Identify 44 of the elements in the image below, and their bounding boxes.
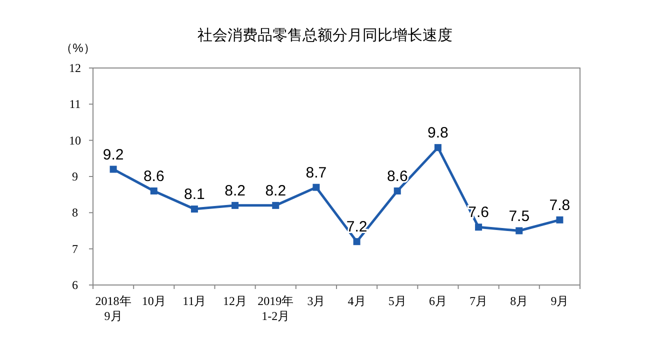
x-tick-label: 4月: [348, 294, 366, 308]
x-tick-label: 8月: [510, 294, 528, 308]
y-tick-label: 8: [72, 206, 78, 220]
x-tick-label: 9月: [550, 294, 569, 308]
point: [556, 216, 564, 224]
point: [190, 206, 198, 213]
data-label: 7.8: [549, 196, 570, 214]
data-label: 8.6: [386, 168, 408, 185]
point: [312, 184, 320, 191]
data-label: 7.2: [346, 218, 368, 236]
data-label: 8.1: [184, 186, 205, 204]
data-label: 9.2: [102, 146, 124, 164]
data-label: 8.2: [224, 182, 246, 200]
point: [434, 144, 442, 152]
point: [353, 238, 360, 246]
y-tick-label: 10: [69, 133, 81, 148]
data-label: 9.8: [428, 124, 448, 142]
x-tick-label: 5月: [388, 294, 406, 308]
y-tick-label: 11: [69, 97, 81, 112]
y-tick-label: 9: [72, 170, 78, 184]
point: [394, 187, 401, 194]
data-label: 8.2: [265, 182, 286, 200]
x-tick-label: 3月: [307, 294, 326, 308]
x-tick-label: 6月: [428, 294, 447, 308]
x-tick-label: 11月: [182, 294, 206, 308]
point: [150, 187, 158, 194]
y-axis-title: （%）: [60, 41, 96, 55]
x-tick-label: 12月: [223, 294, 248, 308]
point: [475, 224, 482, 231]
x-tick-label: 7月: [470, 294, 488, 308]
x-tick-label: 10月: [142, 294, 166, 308]
point: [516, 227, 523, 234]
data-label: 7.5: [508, 208, 530, 225]
point: [232, 202, 239, 209]
point: [272, 202, 280, 209]
x-tick-label: 2018年 9月: [95, 294, 132, 323]
data-label: 8.6: [143, 168, 164, 185]
y-tick-label: 7: [72, 242, 78, 256]
y-tick-label: 6: [72, 278, 78, 292]
x-tick-label: 2019年 1-2月: [258, 294, 294, 323]
y-tick-label: 12: [69, 61, 81, 75]
point: [110, 166, 117, 173]
chart-title: 社会消费品零售总额分月同比增长速度: [198, 27, 452, 44]
data-label: 8.7: [306, 164, 327, 182]
